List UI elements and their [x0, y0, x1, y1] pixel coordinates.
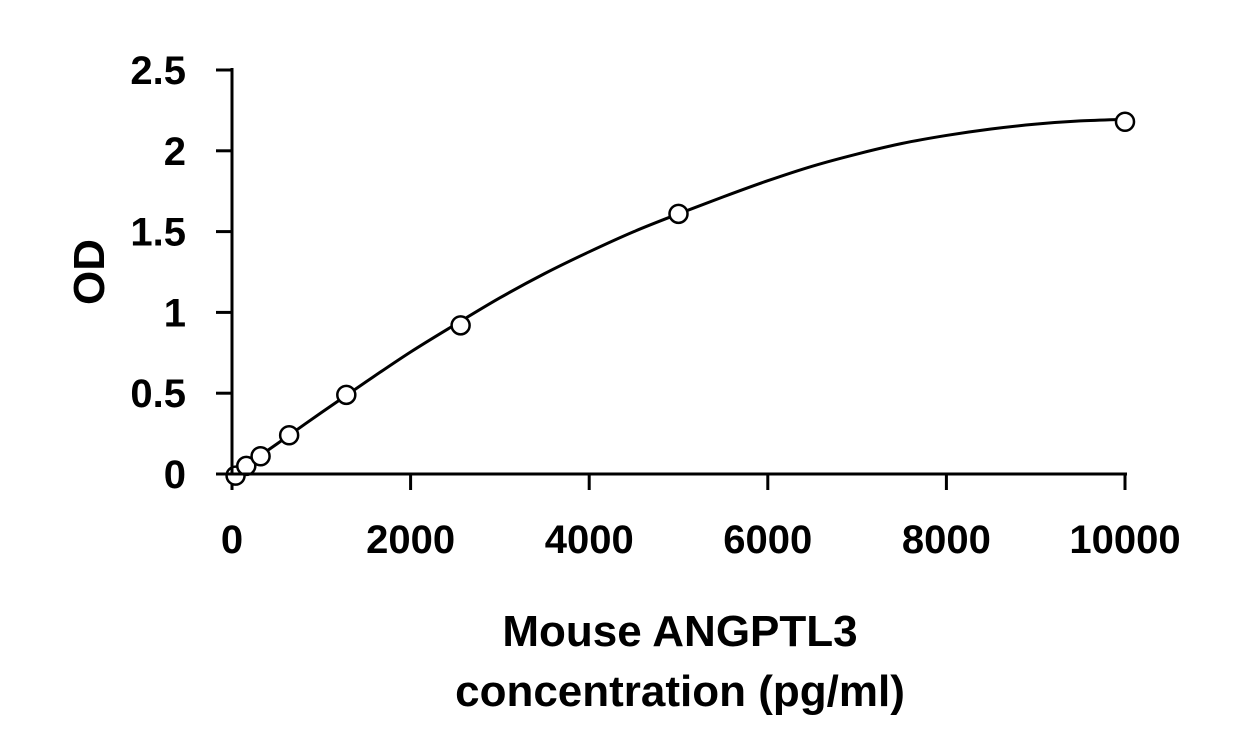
data-point — [668, 203, 689, 225]
y-tick-label: 1.5 — [130, 211, 186, 255]
x-tick-label: 4000 — [545, 518, 634, 562]
x-tick-label: 6000 — [723, 518, 812, 562]
x-tick-label: 8000 — [902, 518, 991, 562]
data-point — [1114, 111, 1136, 132]
tick-labels: 0 0.5 1 1.5 2 2.5 0 2000 4000 6000 8000 10000 — [130, 49, 1180, 562]
x-tick-label: 10000 — [1069, 518, 1180, 562]
x-axis-title-line-2: concentration (pg/ml) — [455, 667, 905, 716]
x-tick-label: 2000 — [366, 518, 455, 562]
y-axis-title: OD — [65, 239, 114, 305]
tick-marks — [216, 68, 1127, 490]
x-axis-title-line-1: Mouse ANGPTL3 — [502, 607, 857, 656]
data-point — [278, 424, 300, 446]
x-tick-label: 0 — [221, 518, 243, 562]
fit-curve — [231, 117, 1126, 476]
y-tick-label: 0.5 — [130, 372, 186, 416]
y-tick-label: 1 — [164, 291, 186, 335]
data-point — [250, 445, 271, 467]
data-point — [450, 315, 471, 336]
data-point — [336, 384, 357, 406]
y-tick-label: 0 — [164, 453, 186, 497]
y-tick-label: 2.5 — [130, 49, 186, 93]
y-tick-label: 2 — [164, 130, 186, 174]
data-points — [225, 111, 1136, 486]
